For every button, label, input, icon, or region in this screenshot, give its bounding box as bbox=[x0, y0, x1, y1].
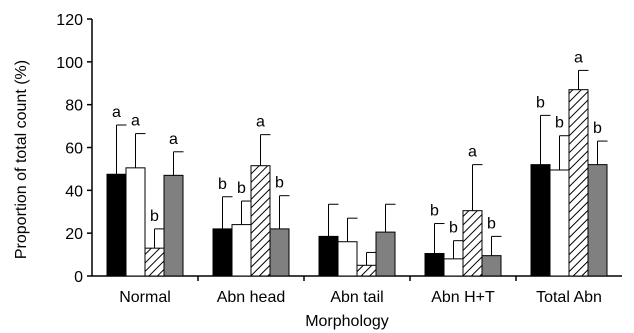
significance-label: b bbox=[487, 215, 496, 232]
bar bbox=[549, 169, 570, 277]
bar bbox=[356, 264, 377, 277]
significance-label: b bbox=[150, 208, 159, 225]
x-tick-label: Total Abn bbox=[536, 289, 602, 306]
y-axis-title: Proportion of total count (%) bbox=[13, 60, 30, 259]
bar bbox=[106, 173, 127, 277]
y-tick-label: 80 bbox=[65, 98, 83, 115]
bar bbox=[269, 228, 290, 277]
significance-label: b bbox=[555, 115, 564, 132]
y-tick-label: 20 bbox=[65, 226, 83, 243]
significance-label: b bbox=[275, 175, 284, 192]
significance-label: b bbox=[536, 94, 545, 111]
y-tick-label: 120 bbox=[56, 12, 83, 29]
significance-label: a bbox=[574, 49, 583, 66]
y-tick-label: 40 bbox=[65, 183, 83, 200]
significance-label: a bbox=[112, 104, 121, 121]
bar bbox=[424, 253, 445, 277]
significance-label: a bbox=[468, 144, 477, 161]
bar bbox=[481, 255, 502, 277]
significance-label: b bbox=[237, 180, 246, 197]
bar bbox=[125, 167, 146, 277]
significance-label: b bbox=[218, 176, 227, 193]
significance-label: b bbox=[430, 203, 439, 220]
y-tick-label: 100 bbox=[56, 55, 83, 72]
axes: 0 20 40 60 80 100 120 Normal Abn head Abn tail Abn… bbox=[56, 12, 622, 306]
bar bbox=[530, 164, 551, 277]
bar bbox=[250, 165, 271, 277]
significance-label: a bbox=[131, 113, 140, 130]
x-tick-label: Normal bbox=[119, 289, 171, 306]
bar bbox=[231, 224, 252, 277]
bar bbox=[587, 164, 608, 277]
error-bars bbox=[116, 69, 608, 266]
bar bbox=[212, 228, 233, 277]
x-tick-label: Abn H+T bbox=[431, 289, 495, 306]
x-tick-label: Abn tail bbox=[330, 289, 383, 306]
bar bbox=[337, 241, 358, 277]
y-tick-label: 0 bbox=[74, 269, 83, 286]
x-axis-title: Morphology bbox=[305, 313, 389, 330]
bar bbox=[375, 231, 396, 277]
bar bbox=[462, 210, 483, 277]
bar bbox=[568, 89, 589, 277]
significance-label: a bbox=[256, 114, 265, 131]
bars bbox=[106, 89, 608, 277]
y-tick-label: 60 bbox=[65, 141, 83, 158]
significance-label: b bbox=[449, 220, 458, 237]
bar bbox=[144, 247, 165, 277]
significance-label: a bbox=[169, 131, 178, 148]
bar bbox=[318, 235, 339, 277]
bar bbox=[163, 174, 184, 277]
significance-label: b bbox=[593, 120, 602, 137]
bar bbox=[443, 258, 464, 277]
x-tick-label: Abn head bbox=[217, 289, 286, 306]
